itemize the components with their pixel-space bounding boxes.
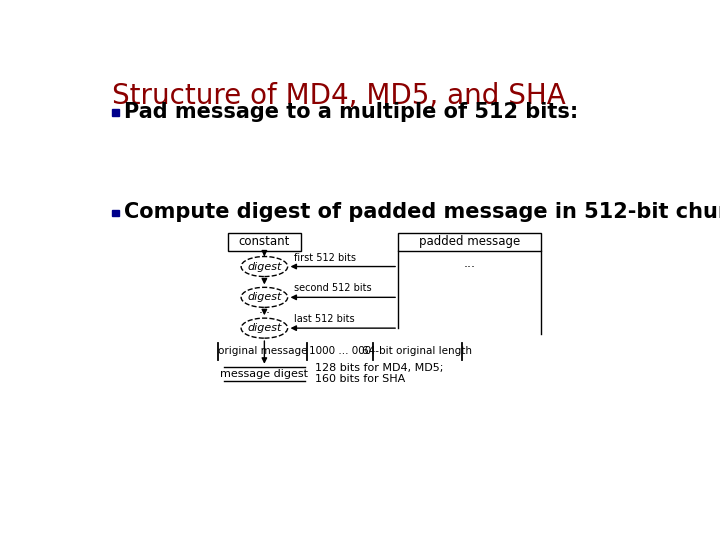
- Ellipse shape: [241, 287, 287, 307]
- Bar: [112, 210, 119, 217]
- Text: digest: digest: [247, 323, 282, 333]
- Text: padded message: padded message: [419, 235, 521, 248]
- Text: 64-bit original length: 64-bit original length: [362, 346, 472, 356]
- Text: digest: digest: [247, 261, 282, 272]
- Text: Pad message to a multiple of 512 bits:: Pad message to a multiple of 512 bits:: [124, 102, 578, 122]
- Text: last 512 bits: last 512 bits: [294, 314, 354, 325]
- Text: first 512 bits: first 512 bits: [294, 253, 356, 262]
- Ellipse shape: [241, 318, 287, 338]
- Text: digest: digest: [247, 292, 282, 302]
- Text: constant: constant: [239, 235, 290, 248]
- Text: Structure of MD4, MD5, and SHA: Structure of MD4, MD5, and SHA: [112, 82, 565, 110]
- Text: original message: original message: [217, 346, 307, 356]
- Text: 128 bits for MD4, MD5;
160 bits for SHA: 128 bits for MD4, MD5; 160 bits for SHA: [315, 363, 443, 384]
- Text: message digest: message digest: [220, 369, 308, 379]
- Text: second 512 bits: second 512 bits: [294, 284, 372, 294]
- Bar: [112, 110, 119, 117]
- FancyBboxPatch shape: [398, 233, 541, 251]
- Text: ...: ...: [258, 303, 271, 316]
- Text: ...: ...: [464, 257, 476, 270]
- Text: 1000 ... 000: 1000 ... 000: [309, 346, 371, 356]
- Ellipse shape: [241, 256, 287, 276]
- FancyBboxPatch shape: [228, 233, 301, 251]
- Text: Compute digest of padded message in 512-bit chunks:: Compute digest of padded message in 512-…: [124, 202, 720, 222]
